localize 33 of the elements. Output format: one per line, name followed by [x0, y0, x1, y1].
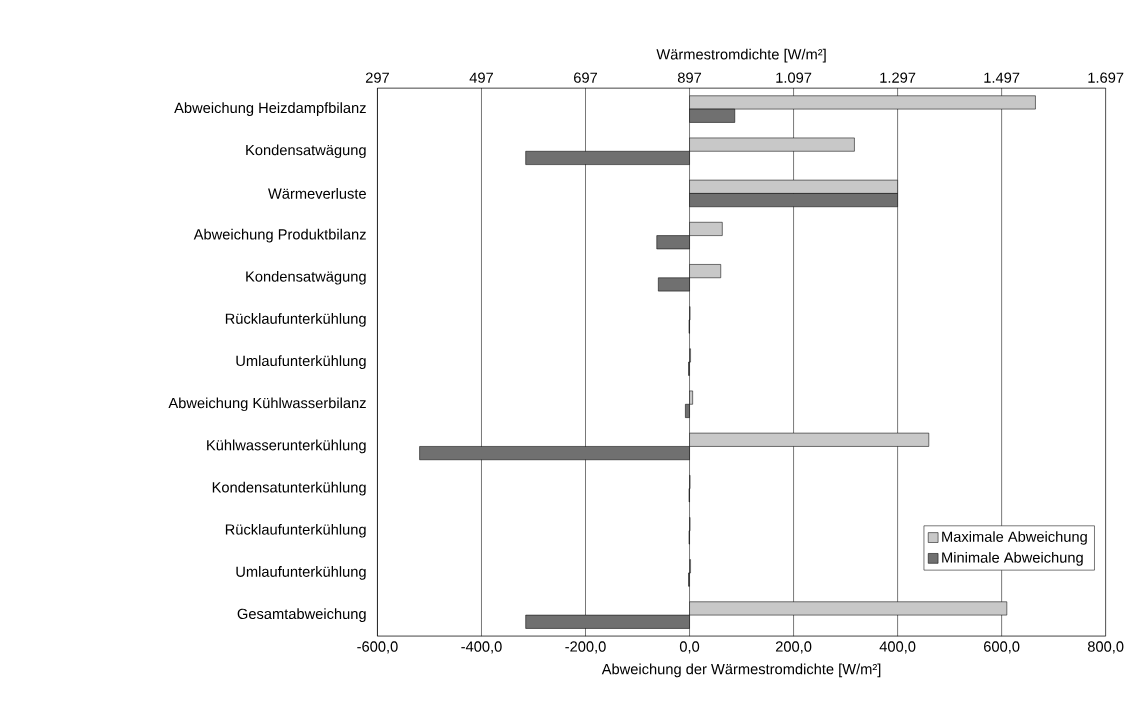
y-tick-label: Umlaufunterkühlung	[236, 566, 366, 580]
x2-tick-label: 297	[365, 72, 389, 83]
legend-label: Minimale Abweichung	[942, 551, 1083, 566]
x2-tick-label: 697	[574, 72, 598, 83]
x2-tick-label: 897	[677, 72, 702, 83]
y-tick-label: Kondensatunterkühlung	[212, 481, 366, 496]
x-tick-label: 0,0	[679, 641, 700, 654]
x2-tick-label: 1.697	[1088, 72, 1124, 83]
x-tick-label: -600,0	[357, 641, 398, 654]
x2-axis-title: Wärmestromdichte [W/m²]	[656, 48, 826, 63]
y-tick-label: Abweichung Produktbilanz	[193, 228, 366, 243]
x2-tick-label: 1.097	[776, 72, 812, 83]
x2-tick-label: 1.297	[880, 72, 916, 83]
x2-tick-label: 1.497	[984, 72, 1020, 83]
x2-tick-label: 497	[469, 72, 493, 83]
x-tick-label: 800,0	[1087, 641, 1124, 654]
y-tick-label: Abweichung Heizdampfbilanz	[174, 102, 366, 116]
y-tick-label: Kondensatwägung	[246, 270, 366, 285]
y-tick-label: Wärmeverluste	[268, 187, 366, 199]
x-tick-label: -200,0	[565, 641, 606, 654]
x-tick-label: -400,0	[461, 641, 502, 654]
y-tick-label: Umlaufunterkühlung	[236, 355, 366, 369]
y-tick-label: Abweichung Kühlwasserbilanz	[168, 397, 366, 411]
y-tick-label: Kühlwasserunterkühlung	[207, 439, 366, 454]
x-axis-title: Abweichung der Wärmestromdichte [W/m²]	[601, 663, 881, 678]
y-tick-label: Rücklaufunterkühlung	[225, 523, 366, 538]
y-tick-label: Rücklaufunterkühlung	[225, 313, 366, 327]
x-tick-label: 200,0	[775, 641, 812, 654]
x-tick-label: 400,0	[879, 641, 916, 654]
legend-label: Maximale Abweichung	[942, 531, 1087, 545]
x-tick-label: 600,0	[984, 641, 1020, 654]
y-tick-label: Kondensatwägung	[246, 144, 366, 159]
y-tick-label: Gesamtabweichung	[237, 608, 366, 622]
